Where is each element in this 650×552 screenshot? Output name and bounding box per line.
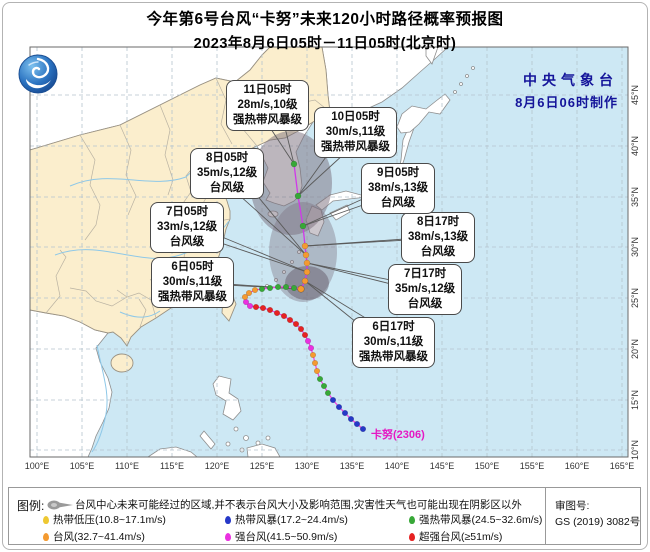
callout-time: 11日05时 [243,84,292,96]
callout-category: 台风级 [420,245,456,258]
callout-intensity: 35m/s,12级 [197,166,258,179]
callout-time: 6日17时 [372,321,415,333]
storm-name-label: 卡努(2306) [371,429,425,441]
forecast-callout-7日17时: 7日17时 35m/s,12级 台风级 [388,264,463,315]
legend-label: 超强台风(≥51m/s) [419,531,503,543]
cma-logo-icon [18,54,58,94]
map-border [29,46,629,458]
lon-tick-label: 150°E [474,461,500,471]
forecast-callout-10日05时: 10日05时 30m/s,11级 强热带风暴级 [314,107,397,158]
callout-intensity: 33m/s,12级 [157,220,218,233]
map-license: 审图号: GS (2019) 3082号 [545,488,641,544]
legend-dot-STS [409,515,415,524]
lon-tick-label: 115°E [160,461,184,471]
legend-item-TY: 台风(32.7~41.4m/s) [43,529,145,544]
lon-tick-label: 145°E [429,461,455,471]
license-number: GS (2019) 3082号 [555,515,641,528]
forecast-callout-8日17时: 8日17时 38m/s,13级 台风级 [401,212,476,263]
callout-intensity: 38m/s,13级 [368,181,429,194]
lon-tick-label: 140°E [384,461,410,471]
callout-category: 强热带风暴级 [233,113,302,126]
legend-item-STS: 强热带风暴(24.5~32.6m/s) [409,512,542,527]
callout-category: 强热带风暴级 [359,350,428,363]
callout-intensity: 38m/s,13级 [408,230,469,243]
legend-label: 强台风(41.5~50.9m/s) [235,531,338,543]
lon-tick-label: 130°E [294,461,320,471]
callout-category: 台风级 [407,297,443,310]
callout-category: 强热带风暴级 [321,140,390,153]
callout-intensity: 30m/s,11级 [325,125,386,138]
legend-item-TS: 热带风暴(17.2~24.4m/s) [225,512,348,527]
callout-time: 8日17时 [416,216,460,228]
legend-label: 强热带风暴(24.5~32.6m/s) [419,514,543,526]
callout-time: 7日05时 [165,206,209,218]
lat-tick-label: 35°N [630,186,640,208]
lat-tick-label: 10°N [630,439,640,461]
callout-time: 10日05时 [331,111,380,123]
lon-tick-label: 125°E [249,461,275,471]
legend-item-TD: 热带低压(10.8~17.1m/s) [43,512,166,527]
page-title: 今年第6号台风“卡努”未来120小时路径概率预报图 2023年8月6日05时－1… [0,7,650,53]
lon-tick-label: 160°E [564,461,590,471]
forecast-callout-9日05时: 9日05时 38m/s,13级 台风级 [361,163,436,214]
callout-category: 强热带风暴级 [158,290,227,303]
lon-tick-label: 105°E [69,461,95,471]
legend-dot-SuperTY [409,532,415,541]
lon-tick-label: 155°E [519,461,545,471]
callout-category: 台风级 [209,181,245,194]
lon-tick-label: 135°E [339,461,365,471]
legend-dot-TS [225,515,231,524]
legend-title: 图例: [17,499,45,513]
callout-category: 台风级 [380,196,416,209]
lat-tick-label: 45°N [630,84,640,106]
legend-item-SuperTY: 超强台风(≥51m/s) [409,529,502,544]
callout-intensity: 30m/s,11级 [162,275,223,288]
callout-time: 8日05时 [205,152,249,164]
agency-block: 中央气象台 8月6日06时制作 [515,70,618,111]
cone-legend-icon [47,500,73,510]
callout-time: 7日17时 [403,268,447,280]
callout-intensity: 30m/s,11级 [363,335,424,348]
callout-intensity: 35m/s,12级 [395,282,456,295]
callout-time: 9日05时 [376,167,420,179]
agency-name: 中央气象台 [523,72,618,88]
callout-category: 台风级 [169,235,205,248]
lat-tick-label: 40°N [630,135,640,157]
agency-issue-time: 8月6日06时制作 [515,95,618,110]
forecast-callout-11日05时: 11日05时 28m/s,10级 强热带风暴级 [226,80,309,131]
legend-label: 台风(32.7~41.4m/s) [53,531,145,543]
title-line1: 今年第6号台风“卡努”未来120小时路径概率预报图 [146,11,504,28]
lon-tick-label: 120°E [204,461,230,471]
legend-dot-TD [43,515,49,524]
legend-label: 热带低压(10.8~17.1m/s) [53,514,166,526]
forecast-callout-6日17时: 6日17时 30m/s,11级 强热带风暴级 [352,317,435,368]
legend-label: 热带风暴(17.2~24.4m/s) [235,514,348,526]
legend-dot-STY [225,532,231,541]
title-line2: 2023年8月6日05时－11日05时(北京时) [193,36,457,52]
lat-tick-label: 25°N [630,287,640,309]
lat-tick-label: 15°N [630,389,640,411]
forecast-callout-8日05时: 8日05时 35m/s,12级 台风级 [190,148,265,199]
lon-tick-label: 165°E [609,461,635,471]
legend-note: 台风中心未来可能经过的区域,并不表示台风大小及影响范围,灾害性天气也可能出现在阴… [75,499,522,511]
legend-item-STY: 强台风(41.5~50.9m/s) [225,529,337,544]
typhoon-track [241,160,367,433]
forecast-callout-7日05时: 7日05时 33m/s,12级 台风级 [150,202,225,253]
lon-tick-label: 100°E [24,461,50,471]
legend-panel: 图例: 台风中心未来可能经过的区域,并不表示台风大小及影响范围,灾害性天气也可能… [8,487,641,545]
lon-tick-label: 110°E [115,461,139,471]
callout-time: 6日05时 [171,261,214,273]
lat-tick-label: 20°N [630,338,640,360]
lat-tick-label: 30°N [630,236,640,258]
callout-intensity: 28m/s,10级 [237,98,298,111]
license-label: 审图号: [555,500,590,512]
legend-dot-TY [43,532,49,541]
forecast-callout-6日05时: 6日05时 30m/s,11级 强热带风暴级 [151,257,234,308]
